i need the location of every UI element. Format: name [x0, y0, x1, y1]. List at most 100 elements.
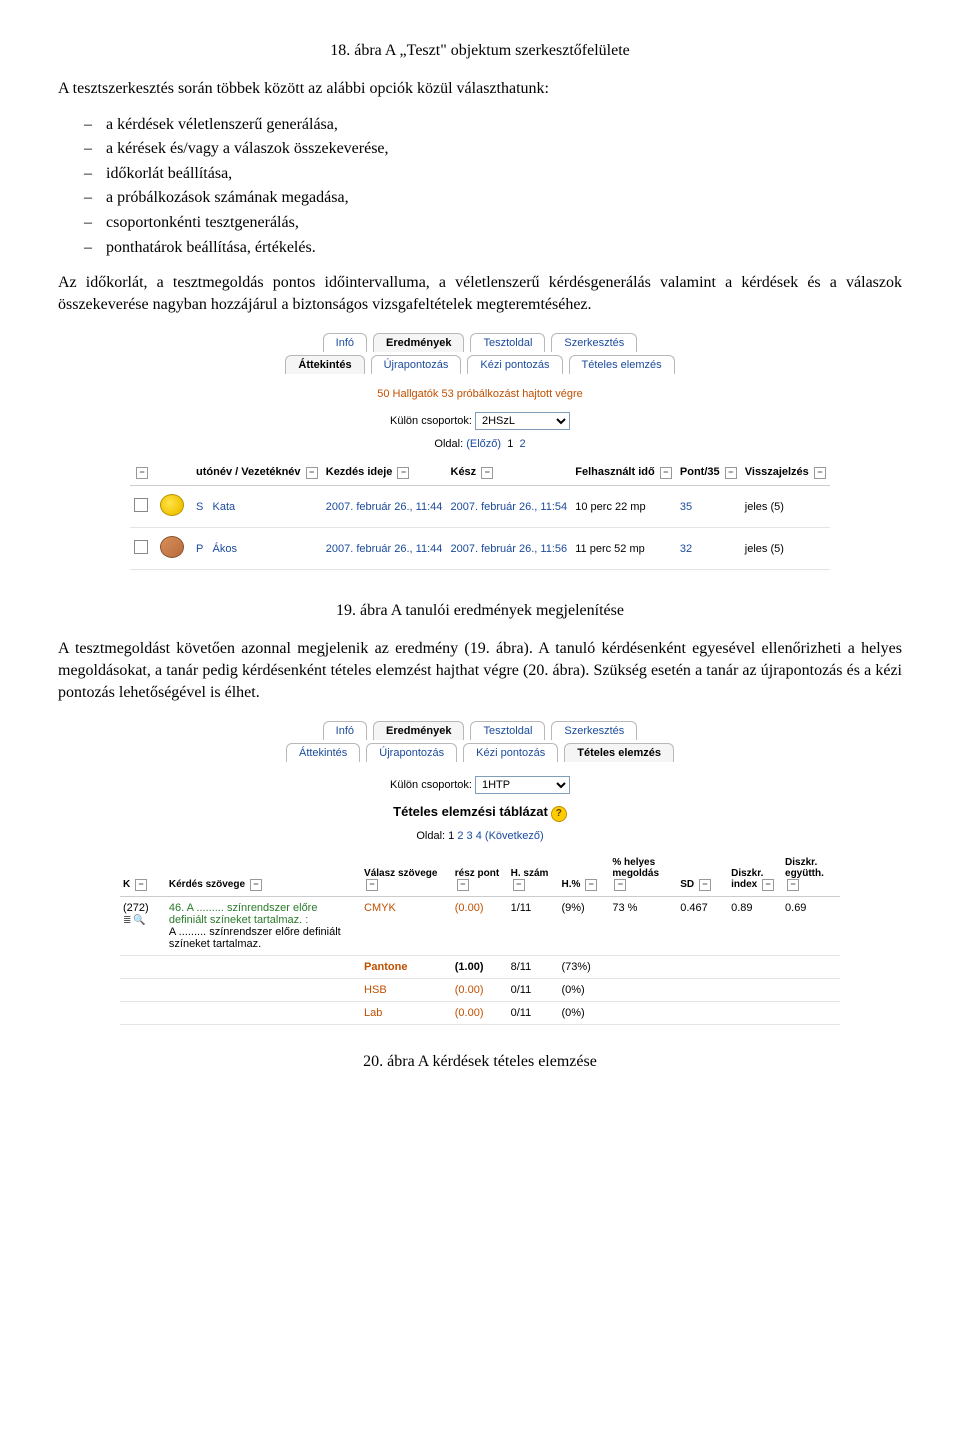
tab-regrade[interactable]: Újrapontozás — [366, 743, 457, 762]
cell-finish[interactable]: 2007. február 26., 11:54 — [447, 486, 572, 528]
col-disc-coeff[interactable]: Diszkr. együtth. − — [782, 852, 840, 897]
student-lastname[interactable]: P — [196, 543, 203, 555]
preview-icon[interactable]: 🔍 — [133, 915, 145, 926]
table-row: P Ákos 2007. február 26., 11:44 2007. fe… — [130, 528, 830, 570]
sort-icon[interactable]: − — [614, 879, 626, 891]
col-hpct[interactable]: H.% − — [558, 852, 609, 897]
answer-row: Lab (0.00) 0/11 (0%) — [120, 1002, 840, 1025]
col-k[interactable]: K − — [120, 852, 166, 897]
cell-start[interactable]: 2007. február 26., 11:44 — [322, 528, 447, 570]
avatar — [160, 494, 184, 516]
col-disc-index[interactable]: Diszkr. index − — [728, 852, 782, 897]
tab-item-analysis[interactable]: Tételes elemzés — [569, 355, 675, 374]
page-number-link[interactable]: 2 — [457, 830, 463, 842]
row-checkbox[interactable] — [134, 498, 148, 512]
tab-info[interactable]: Infó — [323, 333, 367, 352]
list-item: a próbálkozások számának megadása, — [84, 187, 902, 209]
answer-text: HSB — [361, 979, 452, 1002]
sort-icon[interactable]: − — [725, 467, 737, 479]
sort-icon[interactable]: − — [513, 879, 525, 891]
sort-icon[interactable]: − — [699, 879, 711, 891]
sort-icon[interactable]: − — [481, 467, 493, 479]
col-partial[interactable]: rész pont − — [452, 852, 508, 897]
group-select[interactable]: 2HSzL — [475, 412, 570, 430]
cell-disc-index: 0.89 — [728, 897, 782, 956]
student-firstname[interactable]: Ákos — [213, 543, 237, 555]
tab-manual-grading[interactable]: Kézi pontozás — [467, 355, 562, 374]
question-action-icons: ≣🔍 — [123, 914, 163, 926]
tab-results[interactable]: Eredmények — [373, 333, 464, 352]
sort-icon[interactable]: − — [457, 879, 469, 891]
help-icon[interactable]: ? — [551, 806, 567, 822]
collapse-icon[interactable]: − — [136, 467, 148, 479]
sort-icon[interactable]: − — [250, 879, 262, 891]
tab-manual-grading[interactable]: Kézi pontozás — [463, 743, 558, 762]
tab-testpage[interactable]: Tesztoldal — [470, 333, 545, 352]
col-sd[interactable]: SD − — [677, 852, 728, 897]
cell-hcount: 0/11 — [508, 1002, 559, 1025]
col-finish[interactable]: Kész − — [447, 460, 572, 486]
cell-finish[interactable]: 2007. február 26., 11:56 — [447, 528, 572, 570]
page-number-link[interactable]: 4 — [476, 830, 482, 842]
tab-info[interactable]: Infó — [323, 721, 367, 740]
group-select[interactable]: 1HTP — [475, 776, 570, 794]
sort-icon[interactable]: − — [660, 467, 672, 479]
col-start[interactable]: Kezdés ideje − — [322, 460, 447, 486]
item-analysis-screenshot: Infó Eredmények Tesztoldal Szerkesztés Á… — [120, 721, 840, 1025]
col-answer[interactable]: Válasz szövege − — [361, 852, 452, 897]
question-row: (272) ≣🔍 46. A ......... színrendszer el… — [120, 897, 840, 956]
col-name[interactable]: utónév / Vezetéknév − — [192, 460, 322, 486]
col-hcount[interactable]: H. szám − — [508, 852, 559, 897]
list-item: időkorlát beállítása, — [84, 163, 902, 185]
table-row: S Kata 2007. február 26., 11:44 2007. fe… — [130, 486, 830, 528]
cell-hcount: 1/11 — [508, 897, 559, 956]
col-duration[interactable]: Felhasznált idő − — [571, 460, 676, 486]
cell-partial: (0.00) — [452, 1002, 508, 1025]
sort-icon[interactable]: − — [762, 879, 774, 891]
group-label: Külön csoportok: — [390, 415, 472, 427]
sort-icon[interactable]: − — [366, 879, 378, 891]
tab-overview[interactable]: Áttekintés — [285, 355, 364, 374]
page-label: Oldal: — [416, 830, 445, 842]
question-text: A ......... színrendszer előre definiált… — [169, 926, 358, 950]
student-lastname[interactable]: S — [196, 501, 203, 513]
cell-start[interactable]: 2007. február 26., 11:44 — [322, 486, 447, 528]
col-question[interactable]: Kérdés szövege − — [166, 852, 361, 897]
page-number-link[interactable]: 2 — [519, 438, 525, 450]
cell-partial: (0.00) — [452, 979, 508, 1002]
main-tab-row: Infó Eredmények Tesztoldal Szerkesztés — [130, 333, 830, 352]
cell-hpct: (0%) — [558, 979, 609, 1002]
tab-overview[interactable]: Áttekintés — [286, 743, 360, 762]
col-correct[interactable]: % helyes megoldás − — [609, 852, 677, 897]
list-icon[interactable]: ≣ — [123, 915, 131, 926]
cell-partial: (1.00) — [452, 956, 508, 979]
sort-icon[interactable]: − — [814, 467, 826, 479]
page-number-link[interactable]: 3 — [467, 830, 473, 842]
cell-points[interactable]: 35 — [676, 486, 741, 528]
tab-results[interactable]: Eredmények — [373, 721, 464, 740]
tab-item-analysis[interactable]: Tételes elemzés — [564, 743, 674, 762]
page-next-link[interactable]: (Következő) — [485, 830, 544, 842]
tab-regrade[interactable]: Újrapontozás — [371, 355, 462, 374]
sort-icon[interactable]: − — [585, 879, 597, 891]
row-checkbox[interactable] — [134, 540, 148, 554]
group-label: Külön csoportok: — [390, 779, 472, 791]
col-points[interactable]: Pont/35 − — [676, 460, 741, 486]
tab-edit[interactable]: Szerkesztés — [551, 333, 637, 352]
sort-icon[interactable]: − — [397, 467, 409, 479]
page-prev-link[interactable]: (Előző) — [466, 438, 501, 450]
cell-hcount: 8/11 — [508, 956, 559, 979]
tab-testpage[interactable]: Tesztoldal — [470, 721, 545, 740]
sort-icon[interactable]: − — [135, 879, 147, 891]
item-analysis-table: K − Kérdés szövege − Válasz szövege − ré… — [120, 852, 840, 1025]
figure-19-caption: 19. ábra A tanulói eredmények megjelenít… — [58, 602, 902, 620]
cell-hpct: (9%) — [558, 897, 609, 956]
sort-icon[interactable]: − — [787, 879, 799, 891]
analysis-title: Tételes elemzési táblázat? — [120, 804, 840, 822]
tab-edit[interactable]: Szerkesztés — [551, 721, 637, 740]
student-firstname[interactable]: Kata — [213, 501, 236, 513]
col-feedback[interactable]: Visszajelzés − — [741, 460, 830, 486]
cell-points[interactable]: 32 — [676, 528, 741, 570]
sort-icon[interactable]: − — [306, 467, 318, 479]
answer-text: Pantone — [361, 956, 452, 979]
